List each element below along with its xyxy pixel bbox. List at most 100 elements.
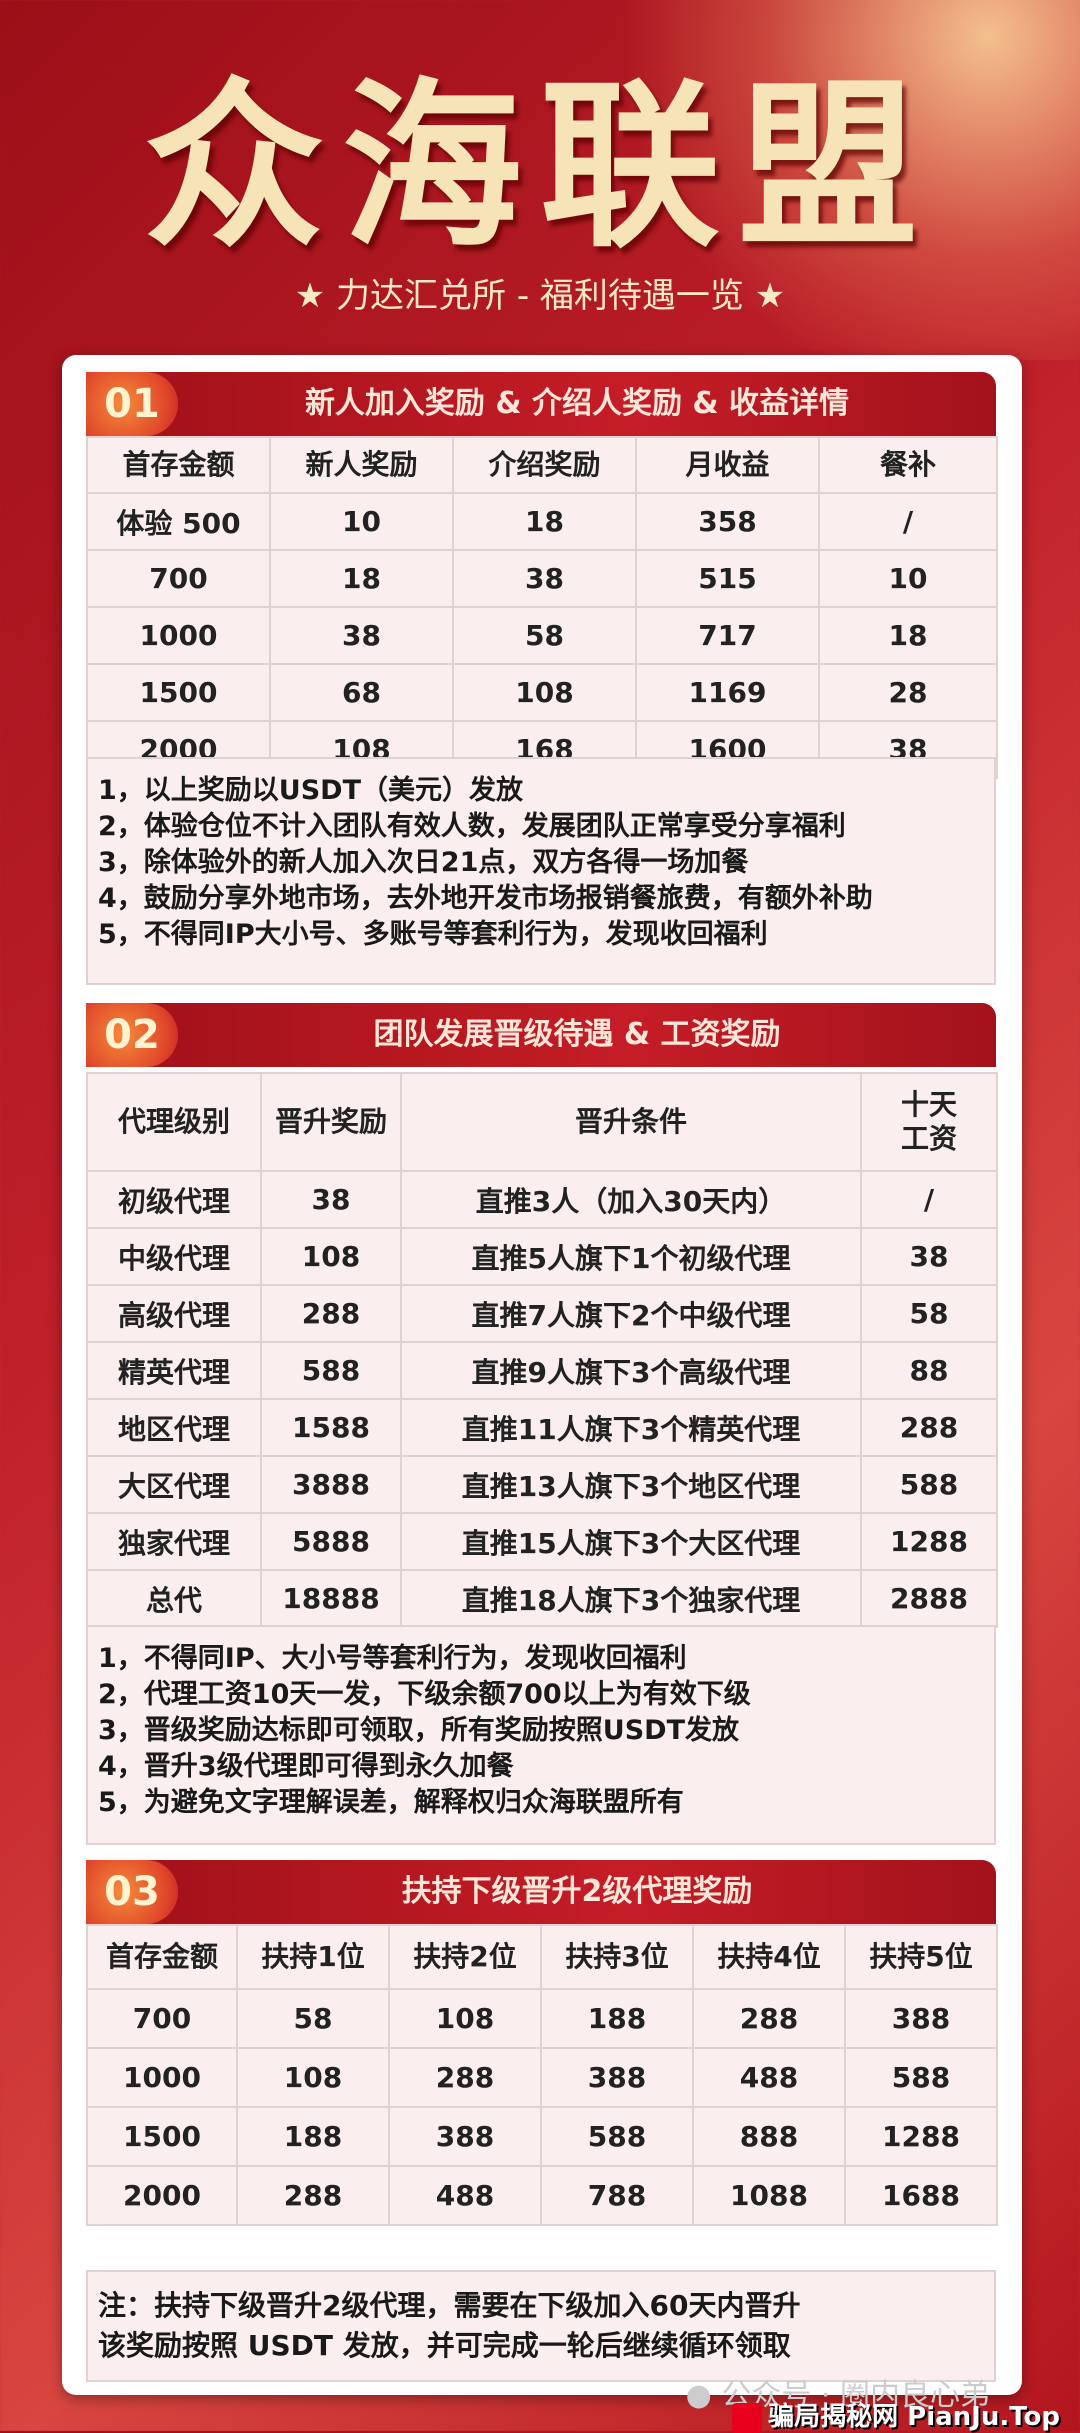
column-header: 首存金额 bbox=[86, 436, 271, 494]
column-header: 月收益 bbox=[635, 436, 820, 494]
table-cell: 358 bbox=[635, 492, 820, 551]
section-title: 扶持下级晋升2级代理奖励 bbox=[401, 1874, 753, 1909]
table-02: 代理级别 晋升奖励 晋升条件 十天 工资 初级代理 38 直推3人（加入30天内） / 中级代理… bbox=[86, 1072, 998, 1628]
table-cell: 388 bbox=[844, 1988, 998, 2049]
table-cell: 108 bbox=[260, 1227, 402, 1286]
table-row: 1500 188 388 588 888 1288 bbox=[86, 2106, 998, 2167]
table-cell: 1500 bbox=[86, 663, 271, 722]
section-header-03: 03 扶持下级晋升2级代理奖励 bbox=[86, 1860, 996, 1924]
table-cell: 18888 bbox=[260, 1569, 402, 1628]
table-cell: / bbox=[818, 492, 998, 551]
page-subtitle: ★ 力达汇兑所 - 福利待遇一览 ★ bbox=[294, 276, 786, 316]
note-line: 2，代理工资10天一发，下级余额700以上为有效下级 bbox=[98, 1679, 751, 1710]
site-logo-icon bbox=[732, 2402, 763, 2433]
section-number: 01 bbox=[86, 372, 178, 436]
table-cell: 888 bbox=[692, 2106, 846, 2167]
table-cell: 10 bbox=[818, 549, 998, 608]
column-header: 扶持4位 bbox=[692, 1924, 846, 1990]
table-row: 地区代理 1588 直推11人旗下3个精英代理 288 bbox=[86, 1398, 998, 1457]
table-cell: 1088 bbox=[692, 2165, 846, 2226]
table-cell: 188 bbox=[236, 2106, 390, 2167]
table-cell: 38 bbox=[269, 606, 454, 665]
note-line: 1，以上奖励以USDT（美元）发放 bbox=[98, 775, 523, 806]
table-cell: 1288 bbox=[860, 1512, 998, 1571]
column-header: 扶持5位 bbox=[844, 1924, 998, 1990]
table-cell: 388 bbox=[540, 2047, 694, 2108]
site-watermark-text: 骗局揭秘网 PianJu.Top bbox=[768, 2402, 1060, 2432]
notes-03: 注：扶持下级晋升2级代理，需要在下级加入60天内晋升 该奖励按照 USDT 发放，… bbox=[86, 2270, 996, 2382]
notes-02: 1，不得同IP、大小号等套利行为，发现收回福利 2，代理工资10天一发，下级余额7… bbox=[86, 1625, 996, 1845]
table-cell: 2888 bbox=[860, 1569, 998, 1628]
table-cell: 直推5人旗下1个初级代理 bbox=[400, 1227, 862, 1286]
section-header-02: 02 团队发展晋级待遇 & 工资奖励 bbox=[86, 1003, 996, 1067]
table-row: 700 58 108 188 288 388 bbox=[86, 1988, 998, 2049]
column-header: 扶持2位 bbox=[388, 1924, 542, 1990]
table-cell: 1000 bbox=[86, 2047, 238, 2108]
table-row: 2000 288 488 788 1088 1688 bbox=[86, 2165, 998, 2226]
table-cell: 288 bbox=[860, 1398, 998, 1457]
table-cell: 88 bbox=[860, 1341, 998, 1400]
table-row: 700 18 38 515 10 bbox=[86, 549, 998, 608]
table-row: 精英代理 588 直推9人旗下3个高级代理 88 bbox=[86, 1341, 998, 1400]
table-cell: 独家代理 bbox=[86, 1512, 262, 1571]
table-cell: 直推11人旗下3个精英代理 bbox=[400, 1398, 862, 1457]
column-header: 代理级别 bbox=[86, 1072, 262, 1172]
table-cell: 18 bbox=[269, 549, 454, 608]
table-cell: 700 bbox=[86, 549, 271, 608]
table-cell: 717 bbox=[635, 606, 820, 665]
table-cell: 精英代理 bbox=[86, 1341, 262, 1400]
column-header: 首存金额 bbox=[86, 1924, 238, 1990]
section-number: 02 bbox=[86, 1003, 178, 1067]
table-row: 独家代理 5888 直推15人旗下3个大区代理 1288 bbox=[86, 1512, 998, 1571]
table-cell: 288 bbox=[236, 2165, 390, 2226]
table-03: 首存金额 扶持1位 扶持2位 扶持3位 扶持4位 扶持5位 700 58 108 188 288 38… bbox=[86, 1924, 998, 2226]
table-cell: 488 bbox=[388, 2165, 542, 2226]
table-row: 1500 68 108 1169 28 bbox=[86, 663, 998, 722]
table-cell: 1000 bbox=[86, 606, 271, 665]
table-header-row: 代理级别 晋升奖励 晋升条件 十天 工资 bbox=[86, 1072, 998, 1172]
table-cell: 58 bbox=[860, 1284, 998, 1343]
column-header: 新人奖励 bbox=[269, 436, 454, 494]
note-line: 3，除体验外的新人加入次日21点，双方各得一场加餐 bbox=[98, 847, 749, 878]
note-line: 4，鼓励分享外地市场，去外地开发市场报销餐旅费，有额外补助 bbox=[98, 883, 873, 914]
note-line: 5，不得同IP大小号、多账号等套利行为，发现收回福利 bbox=[98, 919, 768, 950]
table-cell: 108 bbox=[236, 2047, 390, 2108]
wechat-watermark: ● 公众号 · 圈内良心弟 bbox=[686, 2370, 990, 2414]
table-cell: 2000 bbox=[86, 2165, 238, 2226]
table-cell: 直推13人旗下3个地区代理 bbox=[400, 1455, 862, 1514]
table-row: 初级代理 38 直推3人（加入30天内） / bbox=[86, 1170, 998, 1229]
table-cell: 38 bbox=[860, 1227, 998, 1286]
column-header: 扶持1位 bbox=[236, 1924, 390, 1990]
table-row: 1000 108 288 388 488 588 bbox=[86, 2047, 998, 2108]
table-cell: 10 bbox=[269, 492, 454, 551]
table-row: 大区代理 3888 直推13人旗下3个地区代理 588 bbox=[86, 1455, 998, 1514]
table-cell: / bbox=[860, 1170, 998, 1229]
column-header: 介绍奖励 bbox=[452, 436, 637, 494]
note-line: 2，体验仓位不计入团队有效人数，发展团队正常享受分享福利 bbox=[98, 811, 846, 842]
table-row: 高级代理 288 直推7人旗下2个中级代理 58 bbox=[86, 1284, 998, 1343]
table-cell: 58 bbox=[452, 606, 637, 665]
table-cell: 68 bbox=[269, 663, 454, 722]
table-row: 体验 500 10 18 358/ bbox=[86, 492, 998, 551]
section-title: 团队发展晋级待遇 & 工资奖励 bbox=[373, 1017, 781, 1052]
table-cell: 1688 bbox=[844, 2165, 998, 2226]
table-cell: 288 bbox=[388, 2047, 542, 2108]
table-cell: 高级代理 bbox=[86, 1284, 262, 1343]
note-line: 4，晋升3级代理即可得到永久加餐 bbox=[98, 1751, 514, 1782]
site-watermark: 骗局揭秘网 PianJu.Top bbox=[732, 2396, 1060, 2433]
column-header: 晋升奖励 bbox=[260, 1072, 402, 1172]
note-line: 5，为避免文字理解误差，解释权归众海联盟所有 bbox=[98, 1787, 684, 1818]
table-cell: 388 bbox=[388, 2106, 542, 2167]
table-cell: 1169 bbox=[635, 663, 820, 722]
table-cell: 地区代理 bbox=[86, 1398, 262, 1457]
table-cell: 直推7人旗下2个中级代理 bbox=[400, 1284, 862, 1343]
table-cell: 5888 bbox=[260, 1512, 402, 1571]
table-cell: 3888 bbox=[260, 1455, 402, 1514]
table-cell: 58 bbox=[236, 1988, 390, 2049]
table-cell: 28 bbox=[818, 663, 998, 722]
table-row: 总代 18888 直推18人旗下3个独家代理 2888 bbox=[86, 1569, 998, 1628]
table-row: 中级代理 108 直推5人旗下1个初级代理 38 bbox=[86, 1227, 998, 1286]
section-number: 03 bbox=[86, 1860, 178, 1924]
table-cell: 1588 bbox=[260, 1398, 402, 1457]
wechat-watermark-text: 公众号 · 圈内良心弟 bbox=[721, 2378, 990, 2413]
